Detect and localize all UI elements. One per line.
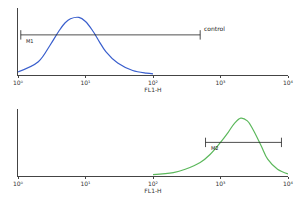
svg-text:10³: 10³ [215,79,226,86]
svg-text:10⁰: 10⁰ [13,180,24,187]
svg-text:10²: 10² [148,180,159,187]
svg-text:10³: 10³ [215,180,226,187]
svg-text:control: control [204,25,225,32]
svg-text:10¹: 10¹ [80,180,91,187]
svg-text:FL1-H: FL1-H [144,86,161,93]
svg-text:FL1-H: FL1-H [144,187,161,194]
svg-text:10²: 10² [148,79,159,86]
svg-text:10⁰: 10⁰ [13,79,24,86]
svg-text:10⁴: 10⁴ [283,79,294,86]
svg-text:10¹: 10¹ [80,79,91,86]
svg-text:M1: M1 [26,38,34,44]
svg-text:M2: M2 [211,145,219,151]
svg-text:10⁴: 10⁴ [283,180,294,187]
